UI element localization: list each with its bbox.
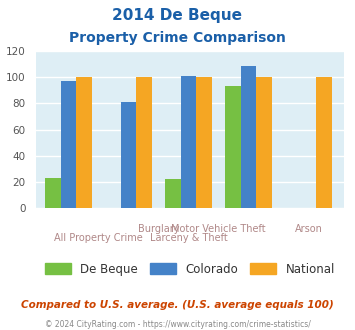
Bar bbox=[225, 86, 241, 208]
Bar bbox=[45, 178, 61, 208]
Bar bbox=[181, 76, 196, 208]
Bar bbox=[61, 81, 76, 208]
Text: 2014 De Beque: 2014 De Beque bbox=[113, 8, 242, 23]
Legend: De Beque, Colorado, National: De Beque, Colorado, National bbox=[40, 258, 339, 280]
Text: Larceny & Theft: Larceny & Theft bbox=[149, 233, 227, 243]
Bar bbox=[165, 179, 181, 208]
Bar bbox=[241, 66, 256, 208]
Bar bbox=[76, 77, 92, 208]
Text: Arson: Arson bbox=[294, 224, 322, 234]
Bar bbox=[256, 77, 272, 208]
Bar bbox=[196, 77, 212, 208]
Bar bbox=[121, 102, 136, 208]
Text: Property Crime Comparison: Property Crime Comparison bbox=[69, 31, 286, 45]
Text: All Property Crime: All Property Crime bbox=[54, 233, 143, 243]
Text: Compared to U.S. average. (U.S. average equals 100): Compared to U.S. average. (U.S. average … bbox=[21, 300, 334, 310]
Text: © 2024 CityRating.com - https://www.cityrating.com/crime-statistics/: © 2024 CityRating.com - https://www.city… bbox=[45, 320, 310, 329]
Bar bbox=[316, 77, 332, 208]
Bar bbox=[136, 77, 152, 208]
Text: Burglary: Burglary bbox=[138, 224, 179, 234]
Text: Motor Vehicle Theft: Motor Vehicle Theft bbox=[171, 224, 266, 234]
